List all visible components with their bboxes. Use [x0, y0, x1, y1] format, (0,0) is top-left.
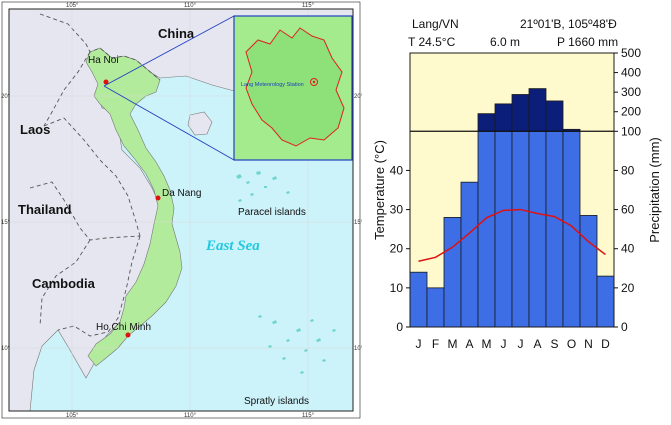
city-dot-danang: [155, 195, 161, 201]
precipitation-bar-excess: [477, 113, 496, 132]
month-label: J: [518, 337, 524, 351]
lon-tick-top-110: 110°: [184, 3, 197, 9]
header-annual-precipitation: P 1660 mm: [557, 35, 618, 49]
graticule: [9, 9, 353, 411]
precipitation-bar: [477, 130, 496, 328]
lon-tick-top-105: 105°: [66, 3, 79, 9]
month-label: O: [567, 337, 576, 351]
precipitation-bar: [562, 130, 581, 328]
map-border-frame: [1, 1, 361, 419]
label-danang: Da Nang: [162, 188, 201, 199]
lon-tick-bottom-105: 105°: [66, 413, 79, 419]
precipitation-bar: [545, 130, 564, 328]
lat-tick-right-20: 20°: [354, 94, 362, 100]
hanoi-province-boundary: [245, 27, 345, 147]
precipitation-bar: [528, 130, 547, 328]
inset-station-ring: [310, 78, 318, 86]
left-axis-tick-label: 40: [390, 163, 404, 177]
right-axis-tick-label: 500: [621, 46, 641, 60]
island-groups: [236, 171, 336, 374]
month-label: M: [448, 337, 458, 351]
inset-callout-line-upper: [103, 15, 235, 87]
country-borders: [29, 13, 161, 337]
precipitation-bar: [409, 271, 428, 328]
map-svg: 105° 110° 115° 105° 110° 115° 20° 15° 10…: [0, 0, 364, 420]
precipitation-bar: [511, 130, 530, 328]
lon-tick-bottom-115: 115°: [302, 413, 315, 419]
lat-tick-right-10: 10°: [354, 346, 362, 352]
month-label: J: [416, 337, 422, 351]
lon-tick-top-115: 115°: [302, 3, 315, 9]
month-label: D: [601, 337, 610, 351]
right-axis-tick-label: 80: [621, 163, 635, 177]
precipitation-bar: [596, 275, 615, 328]
lat-tick-left-15: 15°: [1, 220, 11, 226]
month-label: M: [482, 337, 492, 351]
precipitation-bar: [494, 130, 513, 328]
lon-tick-bottom-110: 110°: [184, 413, 197, 419]
month-label: A: [533, 337, 541, 351]
header-coordinates: 21º01'B, 105º48'Đ: [520, 17, 617, 31]
precipitation-bar: [443, 216, 462, 328]
left-axis-tick-label: 20: [390, 242, 404, 256]
label-hochiminh: Ho Chi Minh: [96, 322, 151, 333]
month-label: A: [465, 337, 473, 351]
month-label: J: [501, 337, 507, 351]
label-paracel-islands: Paracel islands: [238, 207, 306, 218]
precipitation-bar-excess: [528, 88, 547, 132]
left-axis-tick-label: 0: [396, 320, 403, 334]
label-laos: Laos: [20, 122, 50, 137]
precipitation-bar-excess: [511, 94, 530, 132]
temperature-line: [418, 208, 606, 262]
precipitation-bar: [460, 181, 479, 328]
label-spratly-islands: Spratly islands: [244, 396, 309, 407]
chart-svg: Lang/VN 21º01'B, 105º48'Đ T 24.5°C 6.0 m…: [372, 17, 662, 351]
climate-chart: Lang/VN 21º01'B, 105º48'Đ T 24.5°C 6.0 m…: [362, 0, 671, 420]
right-axis-tick-label: 60: [621, 203, 635, 217]
label-lang-station: Lang Meteorology Station: [241, 82, 304, 88]
right-axis-label: Precipitation (mm): [647, 137, 662, 242]
lat-tick-left-10: 10°: [1, 346, 11, 352]
location-map: 105° 110° 115° 105° 110° 115° 20° 15° 10…: [0, 0, 364, 420]
city-dot-hanoi: [103, 79, 109, 85]
inset-map: Lang Meteorology Station: [233, 15, 353, 161]
right-axis-tick-label: 100: [621, 124, 641, 138]
precipitation-bar: [426, 287, 445, 328]
plot-frame: [409, 52, 615, 328]
month-label: F: [432, 337, 439, 351]
right-axis-tick-label: 400: [621, 66, 641, 80]
lat-tick-left-20: 20°: [1, 94, 11, 100]
map-inner-frame: [8, 8, 354, 412]
vietnam-landmass: [85, 47, 183, 367]
label-thailand: Thailand: [18, 202, 72, 217]
right-axis-tick-label: 0: [621, 320, 628, 334]
hainan-island: [187, 111, 213, 136]
left-axis-tick-label: 10: [390, 281, 404, 295]
lat-tick-right-15: 15°: [354, 220, 362, 226]
right-axis-tick-label: 20: [621, 281, 635, 295]
left-axis-tick-label: 30: [390, 203, 404, 217]
left-axis-label: Temperature (°C): [372, 140, 387, 240]
city-dot-hochiminh: [125, 332, 131, 338]
right-axis-tick-label: 40: [621, 242, 635, 256]
header-elevation: 6.0 m: [490, 35, 520, 49]
label-east-sea: East Sea: [205, 238, 260, 254]
precipitation-bar-excess: [494, 103, 513, 132]
header-station: Lang/VN: [412, 17, 459, 31]
inset-station-dot: [312, 80, 316, 84]
right-axis-tick-label: 300: [621, 85, 641, 99]
left-axis: 0 10 20 30 40: [390, 163, 410, 334]
label-hanoi: Ha Noi: [88, 55, 119, 66]
month-label: N: [584, 337, 593, 351]
label-china: China: [158, 26, 195, 41]
right-axis: 0 20 40 60 80 100 200 300 400 500: [614, 46, 641, 334]
label-cambodia: Cambodia: [32, 276, 96, 291]
right-axis-tick-label: 200: [621, 105, 641, 119]
inset-callout-line-lower: [103, 85, 235, 161]
precipitation-bar: [579, 215, 598, 328]
month-label: S: [550, 337, 558, 351]
precipitation-bar-excess: [545, 100, 564, 132]
header-mean-temperature: T 24.5°C: [408, 35, 456, 49]
